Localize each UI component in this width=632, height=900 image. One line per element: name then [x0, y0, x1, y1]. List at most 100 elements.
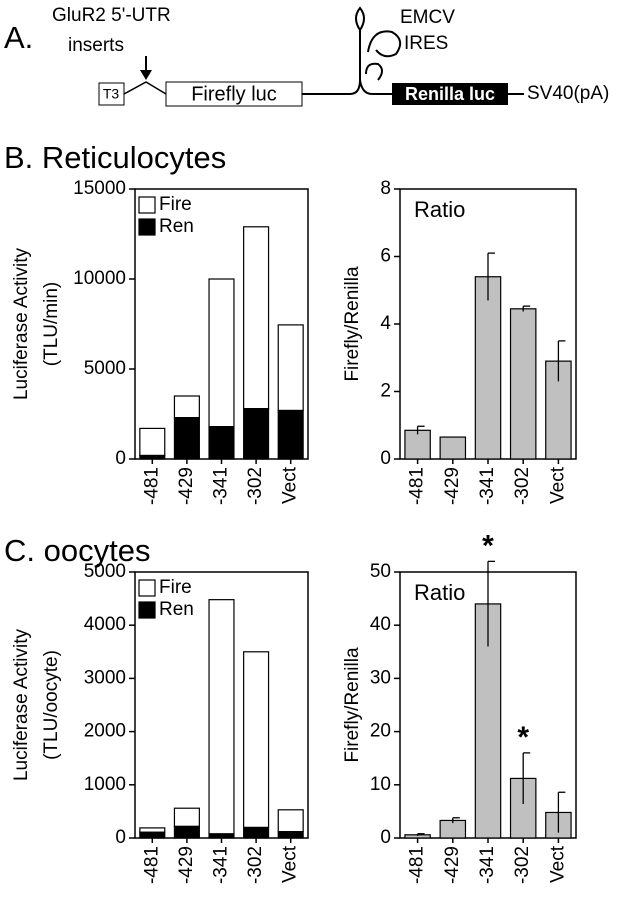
legend-label: Ratio [414, 197, 465, 222]
significance: * [517, 721, 529, 754]
y-axis-label: (TLU/oocyte) [41, 650, 62, 760]
y-tick-label: 10000 [73, 268, 126, 289]
y-axis-label: Firefly/Renilla [342, 647, 363, 763]
arrow-head [140, 70, 152, 80]
panel-label: A. [4, 20, 33, 55]
bar [208, 599, 235, 835]
legend-swatch [138, 579, 156, 597]
y-tick-label: 2 [380, 381, 391, 402]
bar [545, 360, 572, 460]
legend-label: Ren [159, 599, 194, 620]
bar [243, 408, 270, 460]
y-tick-label: 0 [115, 827, 126, 848]
t3-label: T3 [103, 86, 120, 102]
x-tick-label: -341 [211, 467, 232, 505]
diagram: A. GluR2 5'-UTR inserts T3 Firefly luc E… [4, 5, 609, 107]
legend-label: Fire [159, 194, 192, 215]
y-tick-label: 0 [115, 448, 126, 469]
bar [277, 409, 304, 460]
renilla-label: Renilla luc [405, 84, 495, 104]
y-tick-label: 4000 [84, 614, 126, 635]
y-tick-label: 3000 [84, 667, 126, 688]
panel-title: B. Reticulocytes [4, 140, 226, 175]
bar [277, 324, 304, 411]
bar [173, 807, 200, 827]
y-axis-label: Luciferase Activity [11, 628, 32, 781]
bar [173, 395, 200, 419]
y-tick-label: 0 [380, 827, 391, 848]
legend-label: Ren [159, 216, 194, 237]
x-tick-label: -302 [245, 467, 266, 505]
y-tick-label: 20 [370, 721, 391, 742]
bar [139, 831, 166, 839]
y-tick-label: 6 [380, 246, 391, 267]
ires-loops [365, 30, 402, 81]
bar [139, 827, 166, 833]
bar [208, 833, 235, 839]
bar [173, 417, 200, 460]
bar [139, 427, 166, 456]
x-tick-label: -302 [245, 846, 266, 884]
y-axis-label: Luciferase Activity [11, 247, 32, 400]
y-tick-label: 50 [370, 561, 391, 582]
y-tick-label: 1000 [84, 774, 126, 795]
x-tick-label: -302 [512, 467, 533, 505]
bar [509, 308, 537, 460]
renilla-box [392, 83, 508, 105]
firefly-box [165, 81, 303, 107]
x-tick-label: -429 [442, 846, 463, 884]
legend-swatch [138, 218, 156, 236]
y-tick-label: 10 [370, 774, 391, 795]
x-tick-label: Vect [547, 845, 568, 883]
y-tick-label: 2000 [84, 721, 126, 742]
x-tick-label: -481 [141, 467, 162, 505]
x-tick-label: -341 [477, 467, 498, 505]
bar [277, 831, 304, 839]
x-tick-label: -481 [407, 846, 428, 884]
bar [404, 429, 431, 460]
legend-label: Fire [159, 577, 192, 598]
insert-site [123, 81, 167, 95]
firefly-label: Firefly luc [191, 83, 277, 105]
x-tick-label: -481 [407, 467, 428, 505]
legend-label: Ratio [414, 580, 465, 605]
y-axis-label: Firefly/Renilla [342, 266, 363, 382]
y-tick-label: 30 [370, 667, 391, 688]
x-tick-label: -429 [442, 467, 463, 505]
x-tick-label: Vect [547, 466, 568, 504]
x-tick-label: Vect [280, 466, 301, 504]
bar [439, 436, 467, 460]
bar [277, 809, 304, 833]
legend-swatch [138, 196, 156, 214]
x-tick-label: -481 [141, 846, 162, 884]
x-tick-label: -341 [211, 846, 232, 884]
legend-swatch [138, 601, 156, 619]
y-tick-label: 40 [370, 614, 391, 635]
significance: * [482, 529, 494, 562]
y-tick-label: 8 [380, 178, 391, 199]
x-tick-label: Vect [280, 845, 301, 883]
insert-label: GluR2 5'-UTR [52, 5, 171, 26]
y-axis-label: (TLU/min) [41, 282, 62, 366]
ires-label: EMCV [400, 7, 455, 28]
y-tick-label: 15000 [73, 178, 126, 199]
x-tick-label: -302 [512, 846, 533, 884]
bar [208, 278, 235, 428]
y-tick-label: 4 [380, 313, 391, 334]
panel-title: C. oocytes [4, 533, 150, 568]
x-tick-label: -341 [477, 846, 498, 884]
ires-line [302, 6, 392, 95]
x-tick-label: -429 [176, 467, 197, 505]
bar [208, 426, 235, 460]
y-tick-label: 5000 [84, 358, 126, 379]
y-tick-label: 0 [380, 448, 391, 469]
polya-label: SV40(pA) [527, 83, 609, 104]
bar [474, 276, 502, 460]
x-tick-label: -429 [176, 846, 197, 884]
bar [173, 825, 200, 839]
bar [243, 226, 270, 410]
y-tick-label: 5000 [84, 561, 126, 582]
bar [243, 826, 270, 839]
ires-label: IRES [404, 33, 448, 54]
